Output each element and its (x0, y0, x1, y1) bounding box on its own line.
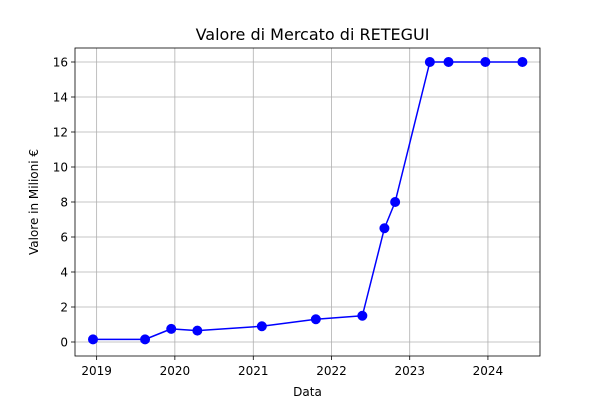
y-tick-label: 0 (60, 336, 68, 350)
x-tick-label: 2024 (473, 364, 504, 378)
axis-ticks: 2019 2020 2021 2022 2023 2024 0 2 4 6 8 10 12 14 16 (53, 56, 503, 379)
y-axis-label: Valore in Milioni € (27, 149, 41, 255)
data-point (166, 323, 177, 334)
data-point (310, 314, 321, 325)
y-tick-label: 12 (53, 126, 68, 140)
y-tick-label: 8 (60, 196, 68, 210)
series-line (93, 61, 523, 341)
x-tick-label: 2022 (316, 364, 347, 378)
data-point (443, 57, 454, 67)
data-point (390, 197, 401, 207)
y-tick-label: 16 (53, 56, 68, 70)
data-point (88, 334, 98, 345)
data-point (357, 310, 368, 321)
x-tick-label: 2020 (160, 364, 191, 378)
y-tick-label: 4 (60, 266, 68, 280)
y-tick-label: 14 (53, 91, 68, 105)
y-tick-label: 6 (60, 231, 68, 245)
data-point (192, 325, 203, 336)
x-tick-label: 2021 (238, 364, 269, 378)
data-point (424, 57, 435, 67)
grid (75, 48, 540, 356)
y-tick-label: 10 (53, 161, 68, 175)
data-point (256, 321, 267, 332)
data-point (379, 223, 390, 234)
data-point (140, 334, 151, 345)
x-axis-label: Data (293, 385, 322, 399)
y-tick-label: 2 (60, 301, 68, 315)
data-point (517, 57, 528, 67)
data-point (480, 57, 491, 67)
x-tick-label: 2023 (394, 364, 425, 378)
series-layer (88, 57, 528, 345)
x-tick-label: 2019 (81, 364, 112, 378)
chart-title: Valore di Mercato di RETEGUI (196, 25, 430, 44)
